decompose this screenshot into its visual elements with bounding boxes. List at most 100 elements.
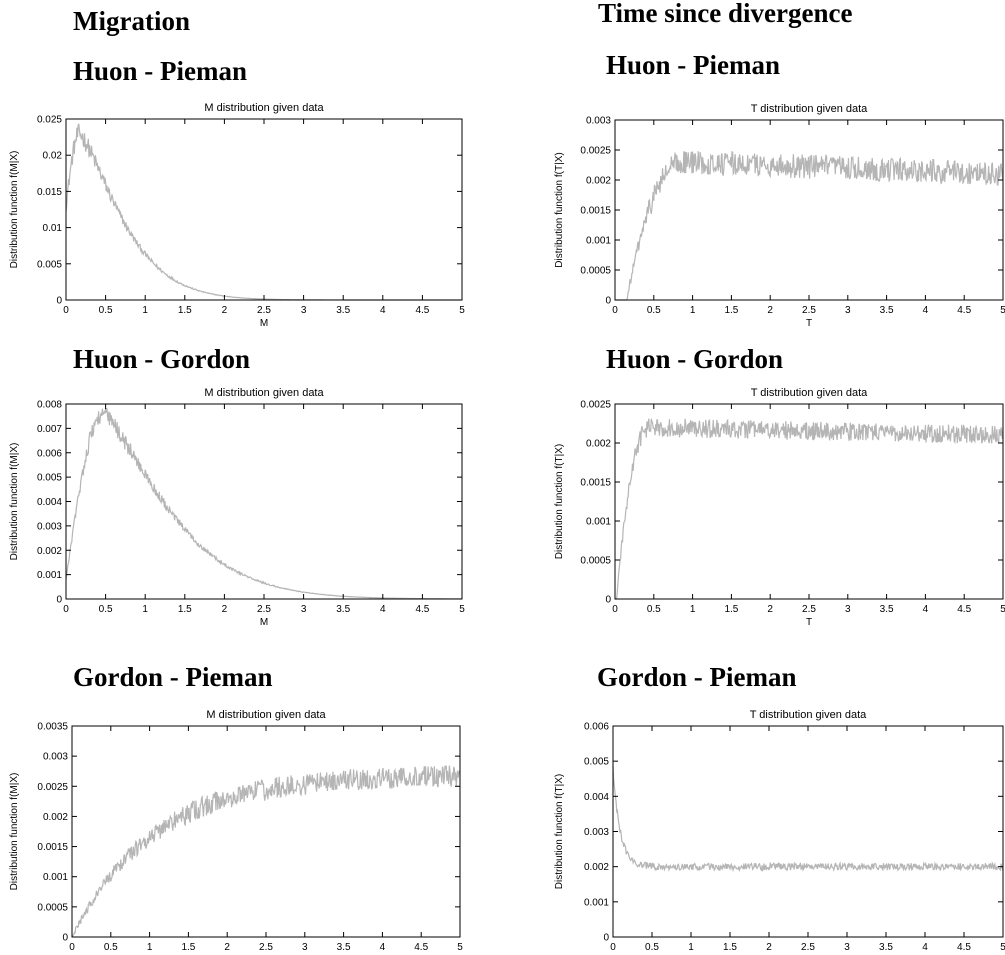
x-tick-label: 1 [690,604,696,615]
x-tick-label: 3.5 [336,604,350,615]
chart-m-huon-pieman: M distribution given data 0 0.5 1 1.5 2 2.5 3 3.… [9,102,465,329]
x-tick-label: 2 [766,942,772,953]
chart-title: M distribution given data [204,102,324,114]
y-tick-label: 0.0025 [580,400,611,411]
plot-frame [614,119,1004,301]
x-tick-label: 0.5 [647,604,661,615]
y-tick-label: 0.003 [43,752,68,763]
x-tick-label: 3 [845,604,851,615]
y-tick-label: 0.001 [43,872,68,883]
series-line [615,418,1004,600]
y-tick-label: 0.01 [43,223,63,234]
y-tick-label: 0.003 [37,521,62,532]
y-tick-label: 0.001 [584,897,609,908]
y-tick-label: 0.004 [37,497,62,508]
x-tick-label: 4 [380,942,386,953]
x-tick-label: 1 [142,604,148,615]
x-tick-label: 5 [1000,604,1005,615]
y-tick-label: 0.002 [586,176,611,187]
x-tick-label: 1.5 [181,942,195,953]
x-tick-label: 0 [610,942,616,953]
x-tick-label: 5 [457,942,463,953]
y-tick-label: 0.0025 [37,782,68,793]
x-tick-label: 1 [147,942,153,953]
y-tick-label: 0.02 [43,151,63,162]
x-tick-label: 2 [767,604,773,615]
y-tick-label: 0.0015 [37,842,68,853]
y-tick-label: 0.0015 [580,478,611,489]
y-tick-label: 0.0005 [580,266,611,277]
x-axis-label: T [806,318,812,329]
plot-frame [65,118,463,301]
x-tick-label: 3.5 [337,942,351,953]
y-tick-label: 0 [605,296,611,307]
y-tick-label: 0 [603,933,609,944]
y-tick-label: 0.008 [37,400,62,411]
x-tick-label: 1 [142,305,148,316]
section-heading: Gordon - Pieman [73,662,273,692]
chart-title: T distribution given data [751,103,868,115]
x-tick-label: 1 [690,305,696,316]
plot-frame [71,725,461,938]
chart-title: M distribution given data [204,387,324,399]
y-tick-label: 0.015 [37,187,62,198]
x-tick-label: 4 [923,305,929,316]
x-tick-label: 5 [459,604,465,615]
y-tick-label: 0.006 [584,722,609,733]
series-line [65,123,462,301]
chart-title: T distribution given data [751,387,868,399]
x-tick-label: 5 [1000,305,1005,316]
y-tick-label: 0.003 [584,827,609,838]
x-tick-label: 0 [63,604,69,615]
x-tick-label: 4 [923,604,929,615]
y-axis-label: Distribution function f(T|X) [554,774,565,889]
y-tick-label: 0.004 [584,792,609,803]
x-tick-label: 2.5 [802,604,816,615]
x-tick-label: 1.5 [724,305,738,316]
y-tick-label: 0.002 [584,862,609,873]
x-tick-label: 2.5 [259,942,273,953]
y-axis-label: Distribution function f(M|X) [9,151,20,269]
x-tick-label: 1.5 [724,604,738,615]
x-axis-label: T [806,617,812,628]
x-tick-label: 4 [380,604,386,615]
x-axis-label: M [260,617,268,628]
x-tick-label: 0 [612,305,618,316]
plot-frame [612,725,1004,938]
x-tick-label: 2.5 [802,305,816,316]
y-axis-label: Distribution function f(M|X) [9,443,20,561]
chart-m-huon-gordon: M distribution given data 0 0.5 1 1.5 2 2.5 3 3.… [9,387,465,628]
section-heading: Huon - Gordon [73,344,251,374]
x-tick-label: 2 [224,942,230,953]
x-tick-label: 5 [1000,942,1005,953]
x-tick-label: 1.5 [178,604,192,615]
x-tick-label: 5 [459,305,465,316]
x-tick-label: 4 [380,305,386,316]
x-tick-label: 0.5 [99,305,113,316]
x-tick-label: 1.5 [178,305,192,316]
series-line [71,765,461,938]
x-tick-label: 0.5 [647,305,661,316]
x-tick-label: 3 [301,604,307,615]
x-tick-label: 3.5 [880,604,894,615]
y-tick-label: 0.007 [37,424,62,435]
y-tick-label: 0.006 [37,448,62,459]
x-tick-label: 2 [767,305,773,316]
y-tick-label: 0.002 [43,812,68,823]
x-tick-label: 0.5 [99,604,113,615]
x-tick-label: 4.5 [415,604,429,615]
chart-m-gordon-pieman: M distribution given data 0 0.5 1 1.5 2 2.5 3 3.… [9,709,463,953]
y-tick-label: 0.002 [586,439,611,450]
x-axis-label: M [260,318,268,329]
y-tick-label: 0.003 [586,116,611,127]
series-line [615,150,1004,301]
x-tick-label: 3.5 [336,305,350,316]
y-tick-label: 0 [62,933,68,944]
y-tick-label: 0.001 [586,517,611,528]
y-tick-label: 0.001 [586,236,611,247]
x-tick-label: 3 [845,305,851,316]
x-tick-label: 3.5 [879,942,893,953]
x-tick-label: 2 [222,305,228,316]
y-tick-label: 0.002 [37,546,62,557]
y-tick-label: 0.0015 [580,206,611,217]
